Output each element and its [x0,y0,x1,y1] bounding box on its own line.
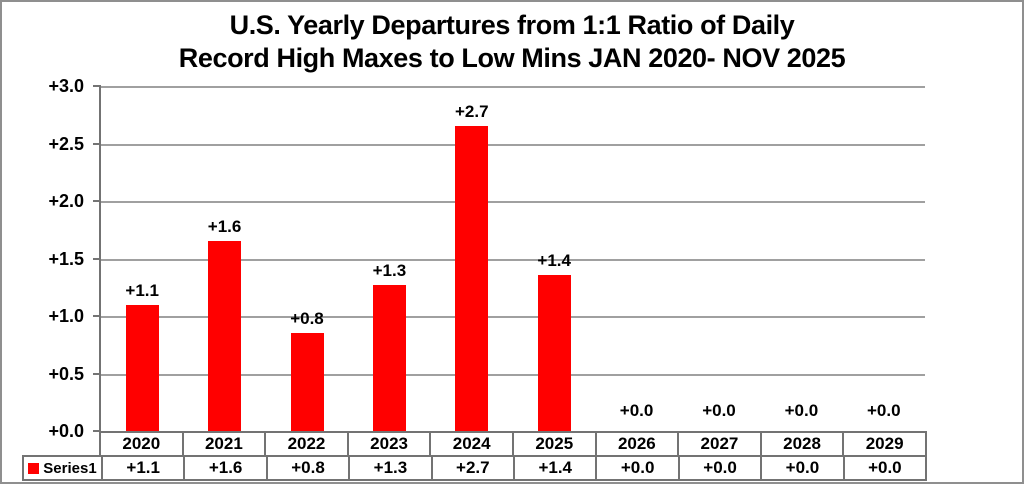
y-tick-label: +2.0 [48,191,84,211]
value-cell-2021: +1.6 [183,457,265,479]
bar-2020 [125,304,159,431]
y-tick-mark [93,372,101,375]
value-cell-2023: +1.3 [348,457,430,479]
y-tick-mark [93,430,101,432]
series-legend-marker-icon [28,462,40,474]
gridline [101,86,925,88]
gridline [101,201,925,203]
bar-data-label: +0.8 [290,309,324,329]
value-cell-2028: +0.0 [760,457,842,479]
value-cell-2020: +1.1 [101,457,183,479]
y-tick-label: +0.0 [48,421,84,441]
bar-2021 [208,241,242,431]
bar-data-label: +1.1 [125,280,159,300]
year-cell-2025: 2025 [511,433,595,455]
chart-title-line-1: U.S. Yearly Departures from 1:1 Ratio of… [229,10,795,40]
year-cell-2026: 2026 [594,433,678,455]
legend-cell: Series1 [24,457,101,479]
gridline [101,258,925,261]
series-legend-label: Series1 [43,459,97,477]
y-axis: +3.0 +2.5 +2.0 +1.5 +1.0 +0.5 +0.0 [2,76,101,441]
bar-2022 [290,333,324,431]
chart-title: U.S. Yearly Departures from 1:1 Ratio of… [2,9,1022,75]
bar-data-label: +0.0 [784,401,819,420]
y-tick-mark [93,85,101,87]
value-cell-2022: +0.8 [265,457,348,479]
value-cell-2025: +1.4 [513,457,595,479]
gridline [101,316,925,318]
value-cell-2029: +0.0 [842,457,925,479]
gridline [101,373,925,376]
y-tick-mark [93,257,101,260]
year-cell-2021: 2021 [181,433,265,455]
y-tick-mark [93,142,101,145]
y-tick-mark [93,315,101,317]
y-tick-label: +1.0 [48,306,84,326]
y-tick-label: +1.5 [48,248,84,269]
x-axis-year-row: 2020 2021 2022 2023 2024 2025 2026 2027 2028 2029 [99,431,927,457]
data-table-value-row: Series1 +1.1 +1.6 +0.8 +1.3 +2.7 +1.4 +0.0 +0.0 +… [22,455,927,481]
bar-data-label: +1.6 [207,217,242,237]
bar-data-label: +2.7 [455,102,489,122]
y-tick-label: +0.5 [48,363,84,384]
plot-area: +1.1 +1.6 +0.8 +1.3 +2.7 +1.4 +0.0 +0.0 +0.0 +0.0 [99,86,925,431]
year-cell-2028: 2028 [759,433,843,455]
chart-title-line-2: Record High Maxes to Low Mins JAN 2020- … [178,43,846,73]
year-cell-2020: 2020 [122,434,161,453]
value-cell-2026: +0.0 [595,457,677,479]
y-tick-label: +2.5 [48,133,84,154]
year-cell-2027: 2027 [677,433,760,455]
year-cell-2024: 2024 [429,433,512,455]
year-cell-2023: 2023 [346,433,430,455]
bar-data-label: +0.0 [867,401,901,420]
y-tick-mark [93,200,101,202]
bar-data-label: +0.0 [702,401,736,420]
bar-data-label: +0.0 [619,401,654,420]
gridline [101,143,925,146]
y-tick-label: +3.0 [48,76,84,96]
bar-2025 [537,274,571,431]
bar-data-label: +1.3 [372,260,407,280]
year-cell-2022: 2022 [264,433,347,455]
value-cell-2024: +2.7 [430,457,513,479]
value-cell-2027: +0.0 [677,457,760,479]
bar-2023 [372,284,406,431]
bar-2024 [455,126,489,431]
year-cell-2029: 2029 [842,433,925,455]
bar-data-label: +1.4 [537,250,571,270]
